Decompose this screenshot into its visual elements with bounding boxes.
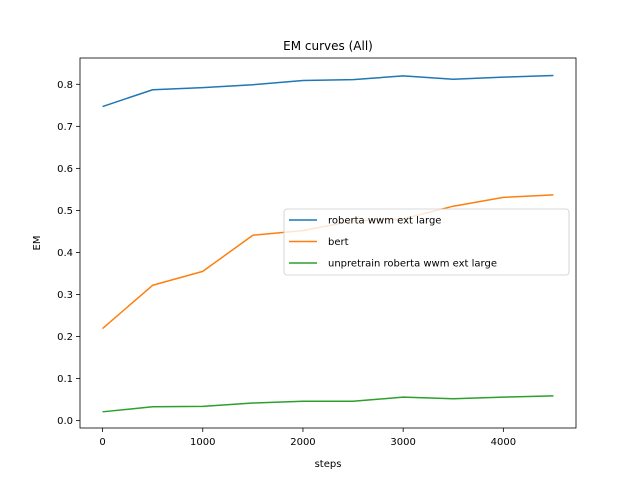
legend-label: roberta wwm ext large [328, 216, 441, 227]
x-axis-ticks: 0 1000 2000 3000 4000 [99, 428, 516, 448]
x-tick-label: 1000 [190, 437, 215, 448]
series-line-1 [102, 74, 554, 108]
legend-label: bert [328, 237, 349, 248]
plot-frame [79, 57, 577, 429]
y-axis-ticks: 0.0 0.1 0.2 0.3 0.4 0.5 0.6 0.7 0.8 [57, 80, 80, 427]
series-line-3 [102, 395, 554, 413]
x-tick-label: 2000 [290, 437, 315, 448]
chart-title: EM curves (All) [283, 39, 373, 53]
y-tick-label: 0.3 [57, 290, 73, 301]
y-tick-label: 0.2 [57, 332, 73, 343]
y-tick-label: 0.8 [57, 80, 73, 91]
y-tick-label: 0.4 [57, 248, 73, 259]
x-tick-label: 4000 [491, 437, 516, 448]
y-tick-label: 0.7 [57, 122, 73, 133]
legend: roberta wwm ext large bert unpretrain robe… [283, 208, 570, 276]
legend-label: unpretrain roberta wwm ext large [328, 259, 497, 270]
x-tick-label: 3000 [390, 437, 415, 448]
y-tick-label: 0.0 [57, 416, 73, 427]
y-tick-label: 0.1 [57, 374, 73, 385]
y-tick-label: 0.5 [57, 206, 73, 217]
y-tick-label: 0.6 [57, 164, 73, 175]
x-axis-title: steps [315, 459, 342, 470]
x-tick-label: 0 [99, 437, 105, 448]
y-axis-title: EM [32, 236, 43, 251]
legend-box [283, 208, 570, 276]
